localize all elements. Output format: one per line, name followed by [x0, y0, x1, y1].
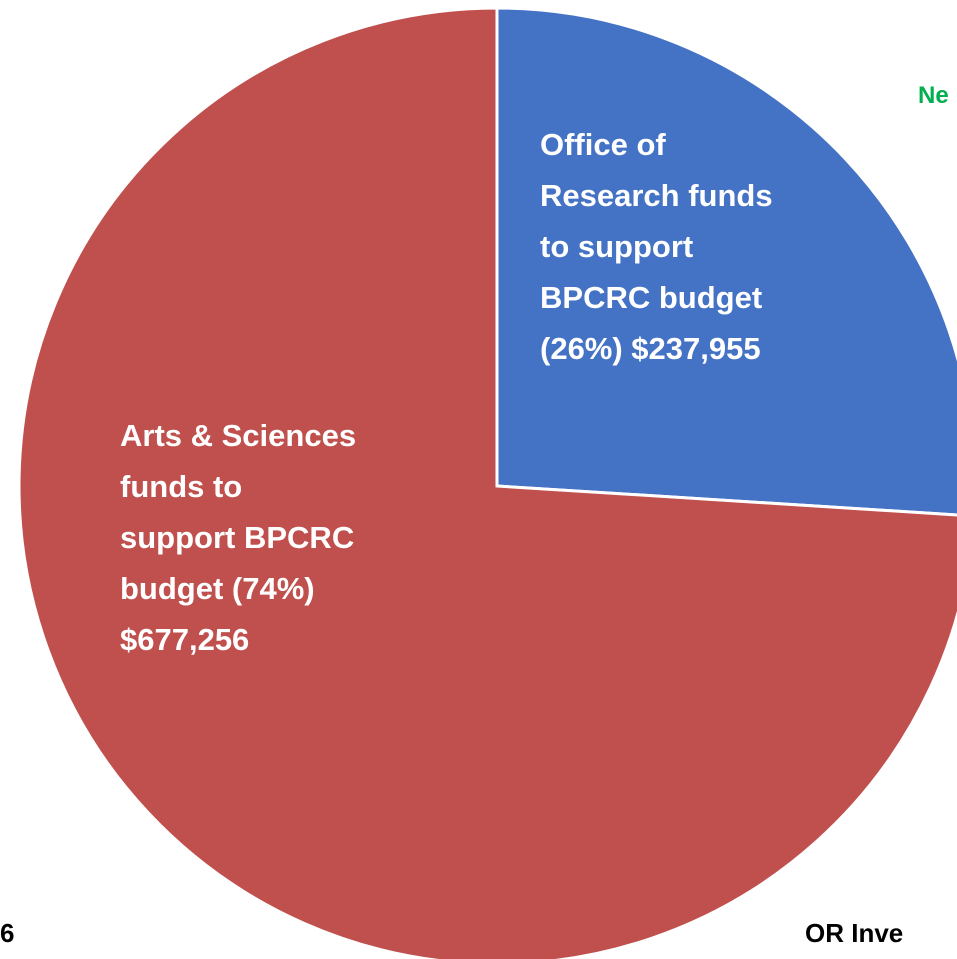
slice-label: Office of Research funds to support BPCRC b…	[540, 127, 773, 366]
slice-label-line: Office of	[540, 127, 666, 162]
annotation: OR Inve	[805, 918, 903, 948]
slice-label-line: to support	[540, 229, 693, 264]
slice-label-line: Arts & Sciences	[120, 418, 356, 453]
pie-slice	[17, 6, 957, 959]
slice-label-line: support BPCRC	[120, 520, 354, 555]
pie-slice	[495, 6, 957, 517]
slice-label-line: budget (74%)	[120, 571, 315, 606]
annotation: IDC	[866, 954, 911, 959]
slice-label-line: Research funds	[540, 178, 773, 213]
slice-label-line: $677,256	[120, 622, 249, 657]
annotation: Ne	[918, 82, 949, 109]
slice-label-line: funds to	[120, 469, 242, 504]
slice-label-line: (26%) $237,955	[540, 331, 761, 366]
annotation: 6	[0, 918, 14, 948]
slice-label: Arts & Sciences funds to support BPCRC budg…	[120, 418, 356, 657]
slice-label-line: BPCRC budget	[540, 280, 762, 315]
